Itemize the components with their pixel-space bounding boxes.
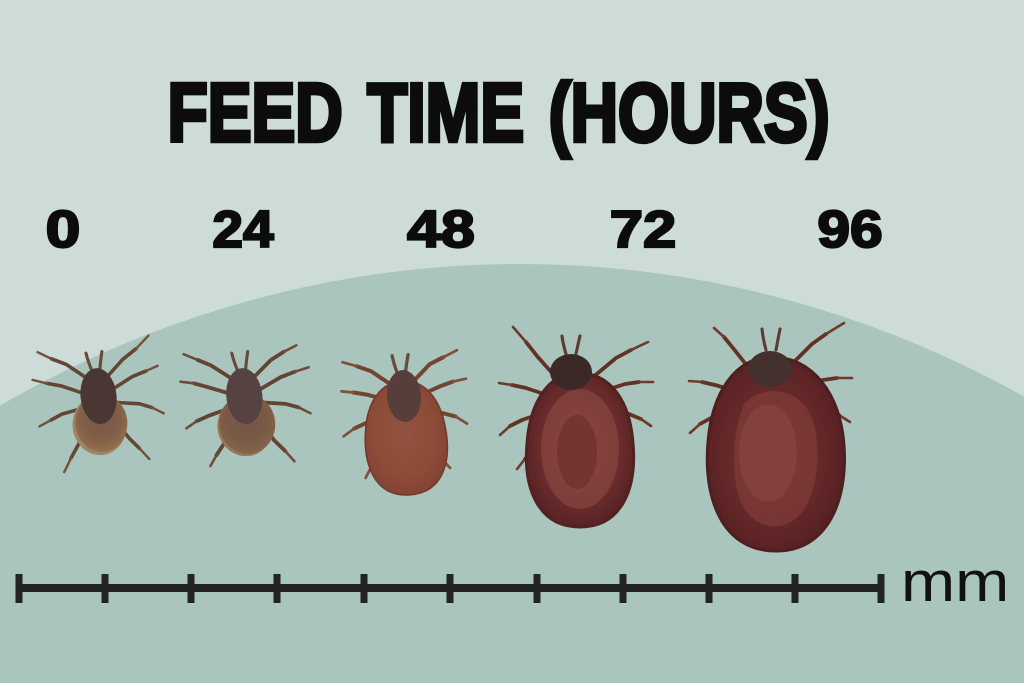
svg-text:0: 0 — [46, 201, 81, 259]
svg-text:48: 48 — [407, 200, 475, 258]
svg-text:72: 72 — [610, 200, 676, 258]
svg-text:mm: mm — [901, 550, 1009, 613]
svg-text:FEED TIME (HOURS): FEED TIME (HOURS) — [168, 66, 830, 159]
svg-text:24: 24 — [212, 200, 274, 258]
svg-text:96: 96 — [817, 200, 882, 258]
